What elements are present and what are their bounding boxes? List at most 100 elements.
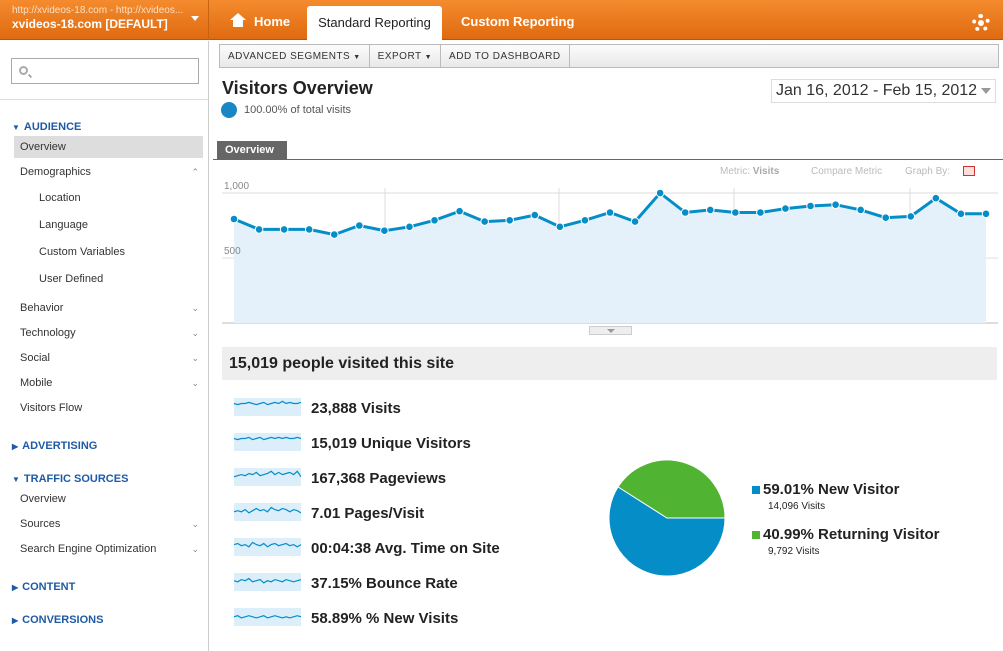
visitor-type-pie-chart[interactable]	[607, 458, 727, 578]
stat-row[interactable]: 58.89% % New Visits	[234, 606, 594, 630]
chart-point	[630, 217, 640, 226]
sidebar-item-label: Search Engine Optimization	[20, 543, 157, 555]
sparkline	[234, 468, 301, 486]
triangle-right-icon: ▶	[12, 583, 19, 592]
tab-overview[interactable]: Overview	[217, 141, 287, 159]
chevron-down-icon: ⌄	[191, 353, 199, 363]
sidebar-item-sources[interactable]: Sources ⌄	[14, 513, 203, 535]
chevron-down-icon: ⌄	[191, 303, 199, 313]
compare-metric-button[interactable]: Compare Metric	[811, 166, 883, 177]
sparkline	[234, 433, 301, 451]
sidebar-item-label: Language	[39, 219, 88, 231]
visits-line-chart[interactable]: 1,000 500	[222, 180, 998, 330]
stat-row[interactable]: 7.01 Pages/Visit	[234, 501, 594, 525]
sidebar-item-label: Behavior	[20, 302, 64, 314]
sidebar-item-technology[interactable]: Technology ⌄	[14, 322, 203, 344]
chart-y-labels: 1,000 500	[224, 181, 249, 257]
chart-point	[981, 209, 991, 219]
button-label: EXPORT	[377, 51, 422, 62]
account-url: http://xvideos-18.com - http://xvideos..…	[12, 5, 184, 16]
stat-label: 167,368 Pageviews	[311, 470, 447, 487]
graph-by-label: Graph By:	[905, 166, 951, 177]
sidebar-item-custom-variables[interactable]: Custom Variables	[33, 241, 203, 263]
chart-resize-handle[interactable]	[589, 326, 632, 335]
sidebar-item-seo[interactable]: Search Engine Optimization ⌄	[14, 538, 203, 560]
advanced-segments-button[interactable]: ADVANCED SEGMENTS ▼	[220, 45, 370, 67]
sidebar-item-label: Overview	[20, 493, 66, 505]
chart-point	[705, 205, 715, 215]
sidebar-item-label: User Defined	[39, 273, 104, 285]
home-button[interactable]: Home	[218, 0, 302, 40]
chart-point	[605, 208, 615, 217]
sidebar-item-demographics[interactable]: Demographics ⌃	[14, 161, 203, 183]
tab-standard-reporting[interactable]: Standard Reporting	[307, 6, 442, 40]
stat-label: 58.89% % New Visits	[311, 610, 459, 627]
sidebar-section-audience[interactable]: ▼ AUDIENCE	[12, 121, 81, 133]
sidebar-item-label: Technology	[20, 327, 76, 339]
triangle-right-icon: ▶	[12, 442, 19, 451]
sidebar-item-label: Social	[20, 352, 50, 364]
search-icon	[19, 66, 28, 75]
stat-label: 23,888 Visits	[311, 400, 401, 417]
stat-label: 37.15% Bounce Rate	[311, 575, 458, 592]
sidebar-section-advertising[interactable]: ▶ ADVERTISING	[12, 440, 97, 452]
chart-point	[555, 222, 565, 232]
chart-point	[380, 226, 389, 236]
chart-point	[806, 201, 815, 211]
metric-selector[interactable]: Metric: Visits	[720, 166, 779, 177]
search-input[interactable]	[11, 58, 199, 84]
gear-icon[interactable]	[972, 14, 990, 32]
chevron-down-icon: ⌄	[191, 328, 199, 338]
page-title: Visitors Overview	[222, 78, 373, 98]
sidebar-section-conversions[interactable]: ▶ CONVERSIONS	[12, 614, 103, 626]
stat-label: 7.01 Pages/Visit	[311, 505, 425, 522]
sidebar-item-visitors-flow[interactable]: Visitors Flow	[14, 397, 203, 419]
stat-row[interactable]: 23,888 Visits	[234, 396, 594, 420]
sidebar-item-label: Custom Variables	[39, 246, 125, 258]
home-icon	[230, 13, 246, 27]
legend-count: 14,096 Visits	[768, 501, 826, 512]
chart-area-fill	[234, 193, 986, 323]
stat-row[interactable]: 167,368 Pageviews	[234, 466, 594, 490]
metric-label: Metric:	[720, 166, 750, 177]
sidebar-section-traffic-sources[interactable]: ▼ TRAFFIC SOURCES	[12, 473, 128, 485]
sidebar-section-content[interactable]: ▶ CONTENT	[12, 581, 75, 593]
date-range-picker[interactable]: Jan 16, 2012 - Feb 15, 2012	[771, 79, 996, 103]
triangle-right-icon: ▶	[12, 616, 19, 625]
date-start: Jan 16, 2012	[776, 82, 869, 99]
sidebar-item-label: Mobile	[20, 377, 53, 389]
sidebar-item-behavior[interactable]: Behavior ⌄	[14, 297, 203, 319]
sidebar-item-language[interactable]: Language	[33, 214, 203, 236]
sidebar-item-social[interactable]: Social ⌄	[14, 347, 203, 369]
sidebar-item-mobile[interactable]: Mobile ⌄	[14, 372, 203, 394]
section-label: TRAFFIC SOURCES	[23, 473, 129, 485]
account-selector[interactable]: http://xvideos-18.com - http://xvideos..…	[0, 0, 209, 40]
triangle-down-icon: ▼	[12, 123, 20, 132]
chevron-down-icon	[191, 16, 199, 21]
legend-swatch	[752, 486, 760, 494]
sidebar-item-label: Demographics	[20, 166, 91, 178]
chart-point	[430, 216, 439, 225]
stat-row[interactable]: 15,019 Unique Visitors	[234, 431, 594, 455]
tab-custom-reporting[interactable]: Custom Reporting	[461, 14, 575, 29]
sidebar-item-location[interactable]: Location	[33, 187, 203, 209]
calendar-icon[interactable]	[963, 166, 975, 176]
pie-slice-new-visitor	[608, 486, 726, 577]
chart-point	[279, 225, 289, 234]
chevron-down-icon: ⌄	[191, 519, 199, 529]
sidebar-item-overview[interactable]: Overview	[14, 136, 203, 158]
sidebar-item-user-defined[interactable]: User Defined	[33, 268, 203, 290]
export-button[interactable]: EXPORT ▼	[370, 45, 442, 67]
add-to-dashboard-button[interactable]: ADD TO DASHBOARD	[441, 45, 570, 67]
sidebar-item-traffic-overview[interactable]: Overview	[14, 488, 203, 510]
stat-row[interactable]: 37.15% Bounce Rate	[234, 571, 594, 595]
chart-point	[856, 205, 865, 215]
chart-point	[781, 204, 790, 213]
section-label: CONVERSIONS	[22, 614, 104, 626]
chart-point	[906, 212, 916, 221]
stat-row[interactable]: 00:04:38 Avg. Time on Site	[234, 536, 594, 560]
sidebar: ▼ AUDIENCE Overview Demographics ⌃ Locatio…	[0, 41, 209, 651]
pie-slice-returning-visitor	[617, 459, 726, 519]
chart-points	[229, 188, 991, 239]
chart-point	[480, 217, 489, 226]
